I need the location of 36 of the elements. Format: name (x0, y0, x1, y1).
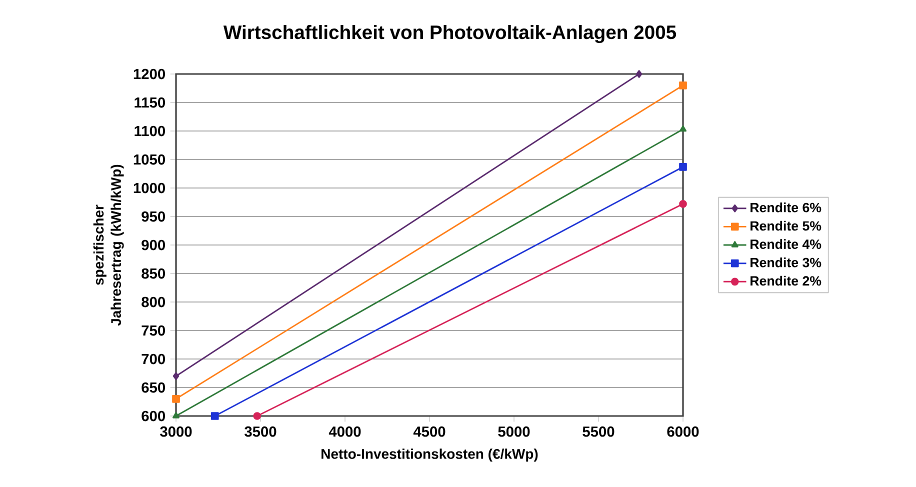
y-axis-title: spezifischer Jahresertrag (kWh/kWp) (93, 164, 124, 326)
legend-label: Rendite 5% (750, 220, 822, 231)
y-tick-label: 1000 (134, 182, 165, 194)
y-tick-label: 600 (142, 410, 165, 422)
y-tick-label: 950 (142, 211, 165, 222)
legend-label: Rendite 3% (750, 258, 822, 268)
chart-title: Wirtschaftlichkeit von Photovoltaik-Anlagen 2005 (223, 24, 676, 44)
point (210, 412, 219, 420)
y-tick-label: 750 (142, 325, 165, 336)
legend-label: Rendite 2% (750, 276, 822, 286)
y-tick-label: 850 (142, 268, 165, 279)
legend-label: Rendite 6% (750, 202, 822, 212)
point (636, 70, 642, 78)
point (253, 412, 262, 420)
y-tick-label: 1200 (134, 68, 165, 80)
point (172, 372, 180, 380)
y-tick-label: 1050 (134, 154, 165, 165)
legend-label: Rendite 4% (750, 239, 822, 249)
point (172, 394, 180, 403)
x-axis-title: Netto-Investitionskosten (€/kWp) (322, 448, 538, 462)
y-tick-label: 900 (142, 240, 165, 250)
x-tick-label: 4500 (413, 426, 446, 437)
point (679, 162, 687, 171)
x-tick-label: 4000 (328, 426, 361, 437)
y-tick-label: 650 (142, 382, 165, 393)
y-tick-label: 700 (142, 354, 165, 364)
point (679, 81, 687, 90)
x-tick-label: 3000 (160, 426, 192, 437)
point (679, 200, 687, 208)
y-tick-label: 1150 (134, 97, 165, 108)
x-tick-label: 3500 (244, 426, 276, 437)
x-tick-label: 6000 (667, 426, 699, 437)
x-tick-label: 5500 (582, 426, 614, 437)
y-tick-label: 1100 (134, 126, 165, 136)
x-tick-label: 5000 (498, 426, 530, 437)
y-tick-label: 800 (142, 296, 165, 308)
